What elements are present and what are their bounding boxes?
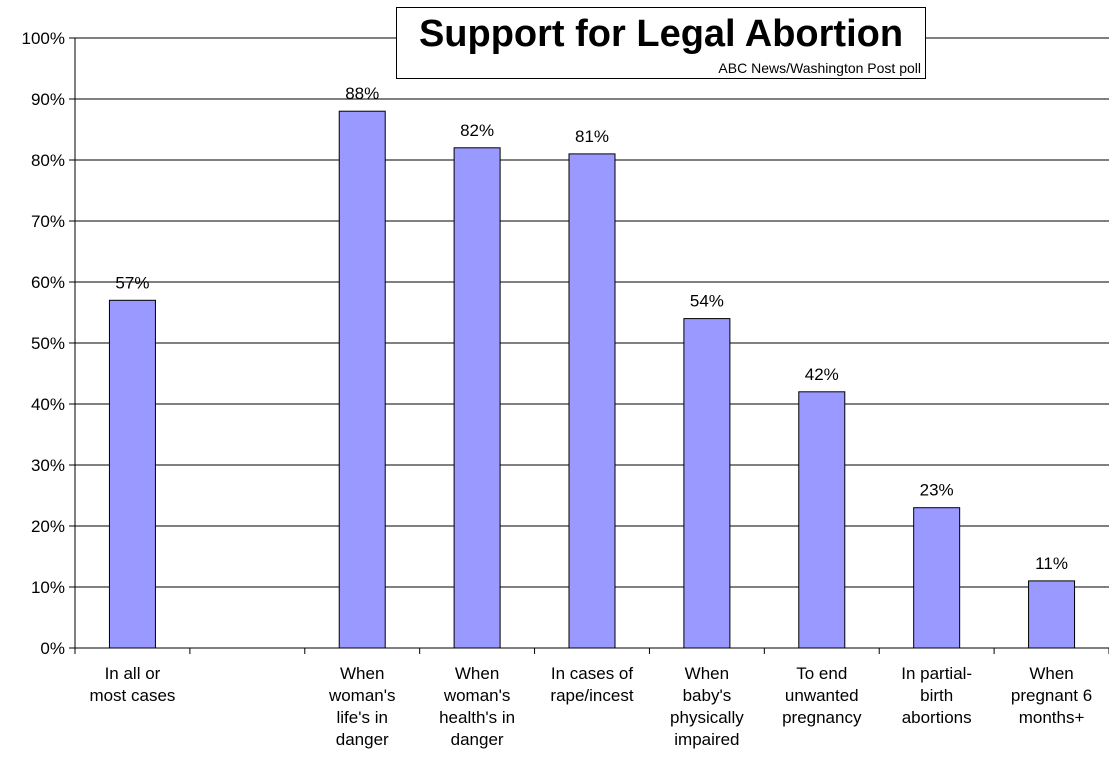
data-label: 57% [115, 273, 149, 292]
bar [683, 318, 731, 649]
bar [913, 507, 961, 649]
x-tick-label: When [1029, 664, 1073, 683]
data-label: 88% [345, 84, 379, 103]
x-tick-label: baby's [683, 686, 732, 705]
x-tick-label: In all or [105, 664, 161, 683]
x-tick-label: pregnancy [782, 708, 862, 727]
y-tick-label: 100% [22, 29, 65, 48]
bar [453, 147, 501, 649]
axes [69, 37, 1109, 654]
x-tick-label: In cases of [551, 664, 633, 683]
y-tick-label: 70% [31, 212, 65, 231]
y-tick-label: 0% [40, 639, 65, 658]
x-tick-label: To end [796, 664, 847, 683]
y-tick-label: 40% [31, 395, 65, 414]
y-tick-label: 30% [31, 456, 65, 475]
data-label: 82% [460, 121, 494, 140]
bar [1028, 580, 1076, 649]
x-tick-label: rape/incest [550, 686, 633, 705]
y-tick-label: 10% [31, 578, 65, 597]
data-label: 54% [690, 292, 724, 311]
bar [798, 391, 846, 649]
data-labels: 57% 88% 82% 81% 54% 42% 23% 11% [115, 84, 1068, 573]
data-label: 23% [920, 481, 954, 500]
x-tick-label: impaired [674, 730, 739, 749]
x-tick-label: unwanted [785, 686, 859, 705]
x-tick-label: danger [336, 730, 389, 749]
y-tick-label: 60% [31, 273, 65, 292]
y-tick-label: 20% [31, 517, 65, 536]
x-tick-labels: In all or most cases When woman's life's in d… [89, 664, 1092, 749]
chart-title: Support for Legal Abortion [418, 13, 904, 55]
data-label: 81% [575, 127, 609, 146]
x-tick-label: When [685, 664, 729, 683]
x-tick-label: life's in [337, 708, 388, 727]
x-tick-label: danger [451, 730, 504, 749]
bar [568, 153, 616, 649]
y-tick-labels: 0% 10% 20% 30% 40% 50% 60% 70% 80% 90% 100% [22, 29, 65, 658]
x-tick-label: birth [920, 686, 953, 705]
x-tick-label: months+ [1019, 708, 1085, 727]
y-tick-label: 80% [31, 151, 65, 170]
x-tick-label: When [340, 664, 384, 683]
bar [338, 110, 386, 649]
data-label: 42% [805, 365, 839, 384]
y-tick-label: 90% [31, 90, 65, 109]
chart-subtitle: ABC News/Washington Post poll [718, 60, 921, 76]
chart-title-box: Support for Legal Abortion ABC News/Wash… [396, 7, 926, 79]
y-tick-label: 50% [31, 334, 65, 353]
x-tick-label: In partial- [901, 664, 972, 683]
x-tick-label: pregnant 6 [1011, 686, 1092, 705]
x-tick-label: abortions [902, 708, 972, 727]
x-tick-label: health's in [439, 708, 515, 727]
bar [108, 299, 156, 649]
x-tick-label: woman's [443, 686, 511, 705]
x-tick-label: physically [670, 708, 744, 727]
bars [108, 110, 1076, 649]
x-tick-label: woman's [328, 686, 396, 705]
x-tick-label: most cases [89, 686, 175, 705]
x-tick-label: When [455, 664, 499, 683]
data-label: 11% [1035, 554, 1068, 573]
